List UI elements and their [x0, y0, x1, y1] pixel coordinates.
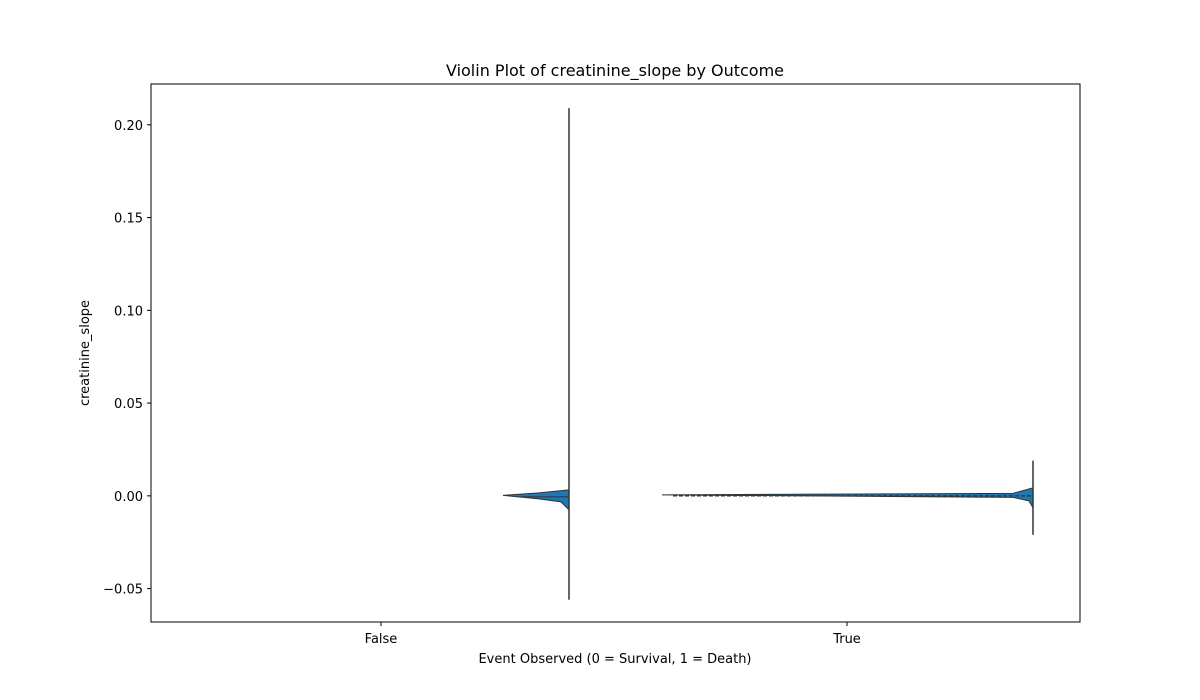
violin-false-body: [502, 489, 570, 512]
violins: [502, 108, 1034, 600]
x-axis-label: Event Observed (0 = Survival, 1 = Death): [478, 652, 751, 667]
y-tick-label: 0.05: [114, 397, 143, 412]
chart-title: Violin Plot of creatinine_slope by Outco…: [446, 61, 784, 81]
y-tick-label: 0.10: [114, 304, 143, 319]
y-tick-label: 0.15: [114, 212, 143, 227]
violin-true-body: [661, 487, 1034, 510]
y-axis: −0.05 0.00 0.05 0.10 0.15 0.20: [103, 119, 151, 598]
y-tick-label: 0.20: [114, 119, 143, 134]
x-axis: False True: [365, 622, 861, 647]
y-tick-label: 0.00: [114, 490, 143, 505]
x-tick-label: True: [832, 632, 861, 647]
y-axis-label: creatinine_slope: [78, 300, 93, 406]
y-tick-label: −0.05: [103, 583, 143, 598]
plot-area: [150, 83, 1081, 623]
x-tick-label: False: [365, 632, 398, 647]
